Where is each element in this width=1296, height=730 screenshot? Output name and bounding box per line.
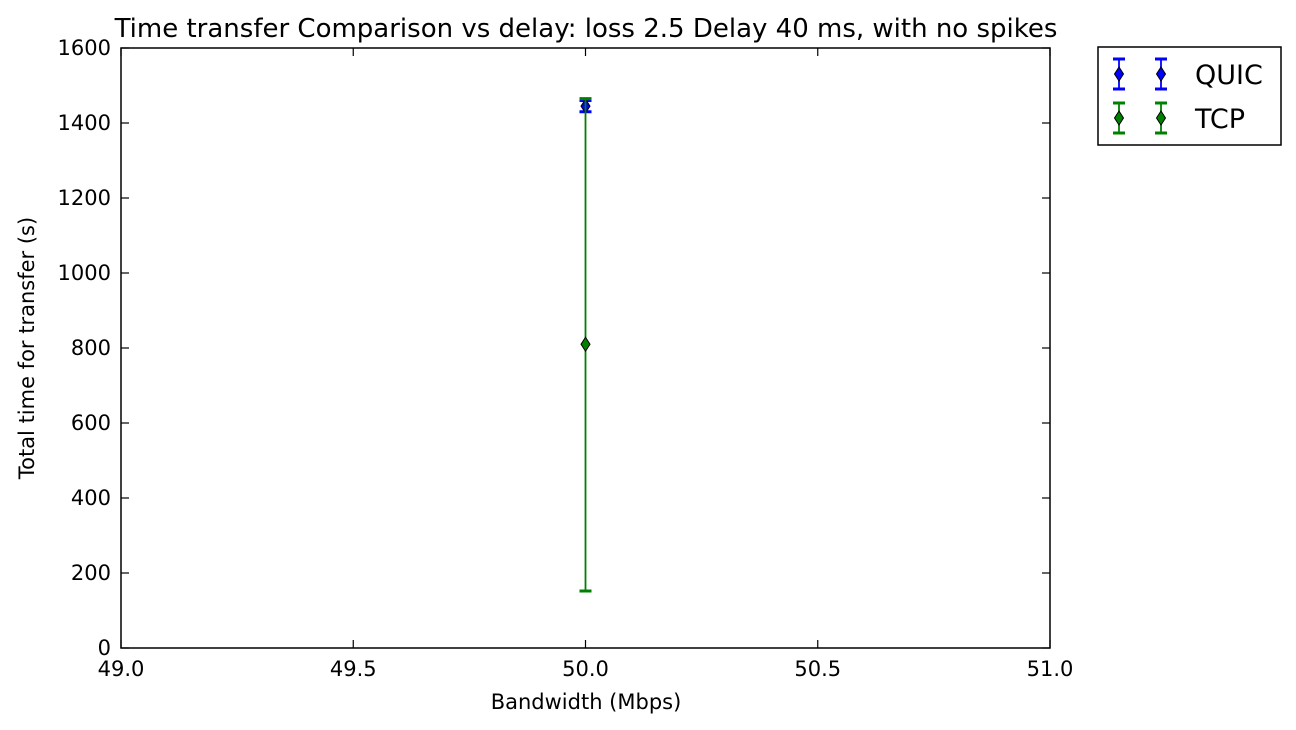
- y-tick-label: 200: [71, 561, 111, 585]
- y-tick-label: 0: [98, 636, 111, 660]
- series-tcp: [579, 97, 592, 593]
- y-tick-label: 1600: [58, 36, 111, 60]
- x-axis: 49.0 49.5 50.0 50.5 51.0: [98, 48, 1074, 681]
- legend-marker: [1155, 66, 1167, 82]
- x-tick-label: 51.0: [1027, 657, 1074, 681]
- y-axis-label: Total time for transfer (s): [15, 217, 39, 480]
- legend-box: [1097, 46, 1282, 146]
- x-tick-label: 49.5: [330, 657, 377, 681]
- legend-label: QUIC: [1195, 60, 1263, 91]
- legend-marker: [1113, 66, 1125, 82]
- x-tick-label: 50.5: [794, 657, 841, 681]
- data-series: [579, 97, 592, 593]
- chart-title: Time transfer Comparison vs delay: loss …: [114, 14, 1058, 44]
- y-tick-label: 1400: [58, 111, 111, 135]
- y-tick-label: 400: [71, 486, 111, 510]
- x-tick-label: 50.0: [562, 657, 609, 681]
- y-axis: 0 200 400 600 800 1000 1200 1400 1600: [58, 36, 1050, 660]
- legend-entry-tcp: TCP: [1113, 101, 1245, 135]
- legend-marker: [1113, 110, 1125, 126]
- y-tick-label: 800: [71, 336, 111, 360]
- legend-entry-quic: QUIC: [1113, 57, 1263, 91]
- data-point: [580, 336, 591, 353]
- legend: QUIC TCP: [1097, 46, 1282, 146]
- y-tick-label: 600: [71, 411, 111, 435]
- legend-marker: [1155, 110, 1167, 126]
- y-tick-label: 1200: [58, 186, 111, 210]
- y-tick-label: 1000: [58, 261, 111, 285]
- legend-label: TCP: [1194, 104, 1245, 135]
- x-tick-label: 49.0: [98, 657, 145, 681]
- x-axis-label: Bandwidth (Mbps): [491, 690, 682, 714]
